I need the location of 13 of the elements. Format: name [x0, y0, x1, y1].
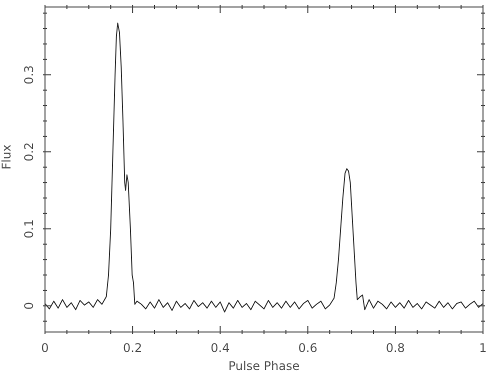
line-series — [45, 22, 483, 312]
y-tick-label: 0.2 — [22, 142, 36, 162]
y-axis-title: Flux — [0, 144, 14, 170]
x-axis-title: Pulse Phase — [228, 359, 300, 373]
y-tick-label: 0 — [22, 302, 36, 310]
y-tick-label: 0.1 — [22, 219, 36, 238]
x-tick-label: 0 — [41, 341, 49, 355]
x-tick-label: 0.4 — [210, 341, 230, 355]
x-tick-label: 0.2 — [123, 341, 142, 355]
x-tick-label: 0.8 — [386, 341, 405, 355]
y-tick-label: 0.3 — [22, 65, 36, 84]
x-tick-label: 0.6 — [298, 341, 318, 355]
x-tick-label: 1 — [479, 341, 487, 355]
